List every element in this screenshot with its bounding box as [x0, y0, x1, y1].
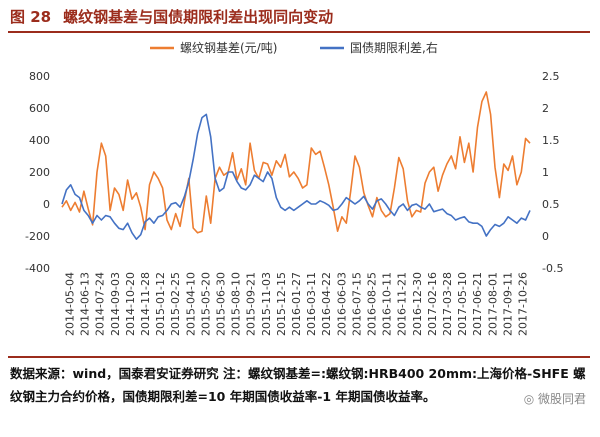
x-tick-label: 2017-05-10	[456, 272, 469, 336]
series-line-rebar-basis	[61, 91, 531, 234]
series-line-bond-spread	[61, 113, 531, 240]
x-tick-label: 2016-10-11	[381, 272, 394, 336]
y-left-tick-label: 200	[29, 166, 50, 179]
y-right-tick-label: 1	[542, 166, 549, 179]
y-left-tick-label: -400	[25, 262, 50, 275]
y-right-tick-label: 1.5	[542, 134, 560, 147]
x-tick-label: 2015-02-25	[169, 272, 182, 336]
y-right-tick-label: 0.5	[542, 198, 560, 211]
y-left-tick-label: 800	[29, 70, 50, 83]
x-tick-label: 2014-09-03	[109, 272, 122, 336]
x-tick-label: 2015-06-30	[215, 272, 228, 336]
y-left-tick-label: 600	[29, 102, 50, 115]
x-tick-label: 2017-02-16	[426, 272, 439, 336]
y-right-tick-label: 2.5	[542, 70, 560, 83]
watermark: ◎ 微股同君	[523, 392, 586, 406]
x-tick-label: 2014-06-13	[79, 272, 92, 336]
x-tick-label: 2017-03-28	[441, 272, 454, 336]
bottom-divider	[8, 356, 590, 358]
y-right-tick-label: 0	[542, 230, 549, 243]
title-divider	[8, 31, 590, 33]
x-tick-label: 2015-12-15	[275, 272, 288, 336]
x-tick-label: 2016-04-22	[320, 272, 333, 336]
x-tick-label: 2016-11-21	[396, 272, 409, 336]
x-tick-label: 2016-03-11	[305, 272, 318, 336]
y-right-tick-label: 2	[542, 102, 549, 115]
x-tick-label: 2017-09-11	[501, 272, 514, 336]
legend-label: 国债期限利差,右	[350, 40, 438, 55]
y-left-tick-label: 400	[29, 134, 50, 147]
y-left-tick-label: -200	[25, 230, 50, 243]
figure-title-text: 螺纹钢基差与国债期限利差出现同向变动	[63, 8, 334, 26]
x-tick-label: 2017-10-26	[516, 272, 529, 336]
x-tick-label: 2014-11-28	[139, 272, 152, 336]
x-tick-label: 2016-07-15	[350, 272, 363, 336]
x-tick-label: 2015-05-20	[199, 272, 212, 336]
x-tick-label: 2014-05-04	[64, 272, 77, 336]
x-tick-label: 2016-06-03	[335, 272, 348, 336]
source-note: 数据来源：wind，国泰君安证券研究 注：螺纹钢基差=:螺纹钢:HRB400 2…	[10, 366, 586, 404]
x-tick-label: 2016-12-30	[411, 272, 424, 336]
x-tick-label: 2015-08-10	[230, 272, 243, 336]
figure-number: 图 28	[10, 8, 52, 26]
legend-label: 螺纹钢基差(元/吨)	[180, 41, 277, 55]
x-tick-label: 2015-11-03	[260, 272, 273, 336]
x-tick-label: 2015-09-21	[245, 272, 258, 336]
y-right-tick-label: -0.5	[542, 262, 563, 275]
x-tick-label: 2016-08-25	[365, 272, 378, 336]
x-tick-label: 2014-10-20	[124, 272, 137, 336]
x-tick-label: 2015-04-10	[184, 272, 197, 336]
y-left-tick-label: 0	[43, 198, 50, 211]
x-tick-label: 2017-06-21	[471, 272, 484, 336]
chart: 螺纹钢基差(元/吨) 国债期限利差,右 -400 -200 0 200 400 600 800 -…	[25, 40, 563, 336]
figure-title: 图 28 螺纹钢基差与国债期限利差出现同向变动	[10, 6, 590, 30]
x-tick-label: 2016-01-27	[290, 272, 303, 336]
x-tick-label: 2017-08-01	[486, 272, 499, 336]
x-tick-label: 2014-07-24	[94, 272, 107, 336]
x-tick-label: 2015-01-12	[154, 272, 167, 336]
